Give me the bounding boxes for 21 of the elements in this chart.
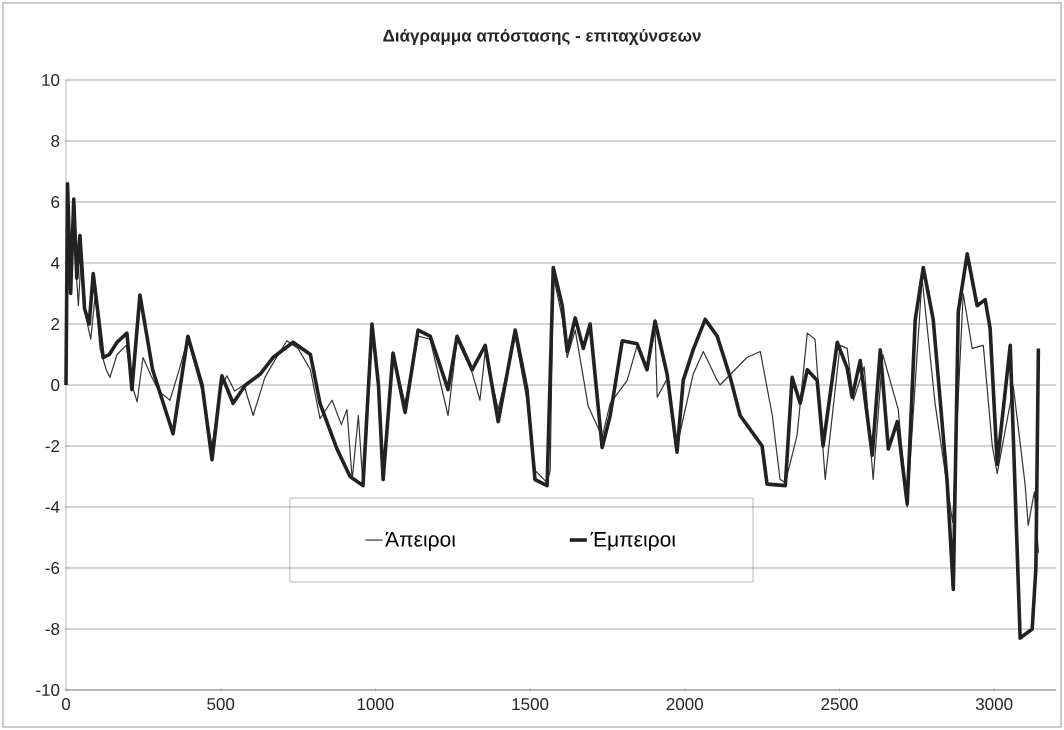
x-tick-label: 1500 [512,698,549,711]
legend-label: Άπειροι [385,532,456,551]
x-tick-label: 2000 [666,698,704,711]
y-tick-label: 6 [51,195,60,209]
y-tick-label: -8 [45,622,60,636]
y-tick-label: 0 [51,378,60,392]
y-tick-label: -10 [36,683,60,697]
y-tick-label: -6 [45,561,60,575]
chart-title: Διάγραμμα απόστασης - επιταχύνσεων [383,28,701,46]
legend-label: Έμπειροι [590,532,676,551]
y-tick-label: 2 [51,318,60,330]
y-tick-label: -2 [45,440,60,452]
y-tick-label: 10 [42,73,60,87]
x-tick-label: 3000 [975,698,1013,711]
x-tick-label: 500 [207,698,235,711]
y-tick-label: 4 [50,257,60,269]
x-tick-label: 0 [61,698,71,711]
y-tick-label: 8 [51,134,60,148]
x-tick-label: 2500 [821,698,858,711]
y-tick-label: -4 [45,501,60,513]
x-tick-label: 1000 [357,698,394,711]
